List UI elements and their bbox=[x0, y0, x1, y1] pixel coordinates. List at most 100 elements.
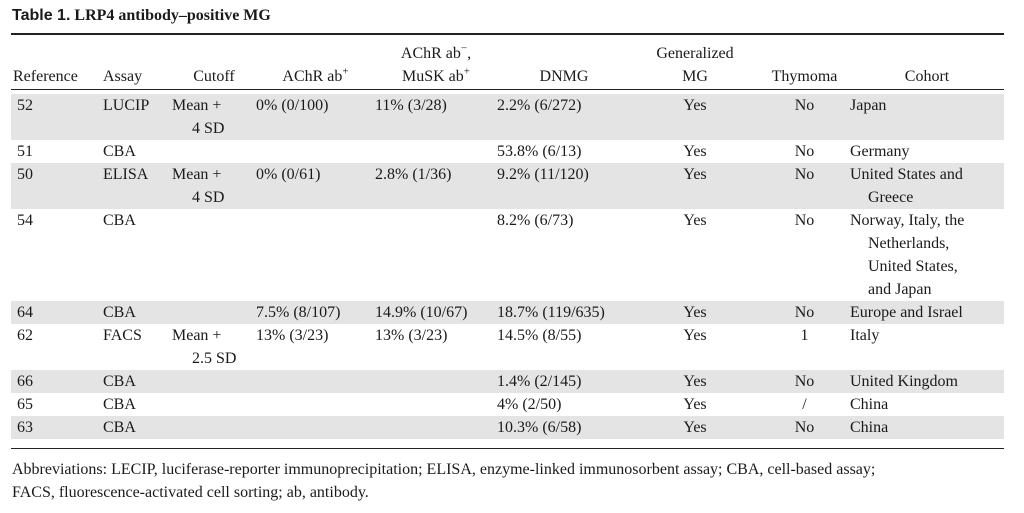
cell-achr-neg-musk-pos: 14.9% (10/67) bbox=[375, 301, 497, 324]
cell-thymoma: No bbox=[794, 143, 815, 160]
cell-dnmg: 53.8% (6/13) bbox=[497, 143, 582, 160]
cell-cohort-line: Italy bbox=[850, 327, 880, 344]
cell-achr-neg-musk-pos bbox=[375, 370, 497, 393]
cell-thymoma: No bbox=[759, 94, 850, 140]
table-row: 54 CBA 8.2% (6/73) Yes No Norway, Italy, the N… bbox=[11, 209, 1004, 301]
table-row: 66 CBA 1.4% (2/145) Yes No United Kingdom bbox=[11, 370, 1004, 393]
cell-cohort: China bbox=[850, 393, 1004, 416]
cell-cohort: Japan bbox=[850, 94, 1004, 140]
header-row: Reference Assay Cutoff AChR ab+ AChR ab−… bbox=[11, 36, 1004, 94]
footnote: Abbreviations: LECIP, luciferase-reporte… bbox=[12, 458, 1012, 504]
cell-assay: CBA bbox=[103, 212, 136, 229]
cell-generalized-mg: Yes bbox=[683, 212, 707, 229]
cell-dnmg: 18.7% (119/635) bbox=[497, 301, 631, 324]
table-row: 63 CBA 10.3% (6/58) Yes No China bbox=[11, 416, 1004, 439]
header-achr-ab-positive: AChR ab+ bbox=[282, 65, 349, 85]
cell-generalized-mg: Yes bbox=[683, 327, 707, 344]
cell-cohort: United Kingdom bbox=[850, 370, 1004, 393]
cell-cohort-line: Germany bbox=[850, 143, 910, 160]
header-cutoff: Cutoff bbox=[193, 68, 235, 85]
cell-reference: 54 bbox=[17, 212, 33, 229]
cell-generalized-mg: Yes bbox=[683, 396, 707, 413]
cell-cutoff bbox=[172, 393, 256, 416]
cell-reference: 52 bbox=[11, 94, 103, 140]
cell-cutoff-line: 4 SD bbox=[192, 120, 225, 137]
table-row: 50 ELISA Mean + 4 SD 0% (0/61) 2.8% (1/36) 9.2… bbox=[11, 163, 1004, 209]
cell-cohort-line: Norway, Italy, the bbox=[850, 212, 965, 229]
cell-dnmg: 10.3% (6/58) bbox=[497, 416, 631, 439]
cell-reference: 50 bbox=[11, 163, 103, 209]
cell-achr-neg-musk-pos bbox=[375, 416, 497, 439]
cell-cutoff-line: Mean + bbox=[172, 327, 222, 344]
cell-cohort-line: Netherlands, bbox=[868, 235, 950, 252]
cell-cutoff bbox=[172, 140, 256, 163]
cell-cohort: United States and Greece bbox=[850, 163, 1004, 209]
cell-reference: 64 bbox=[11, 301, 103, 324]
table-row: 62 FACS Mean + 2.5 SD 13% (3/23) 13% (3/23) 14… bbox=[11, 324, 1004, 370]
cell-dnmg: 2.2% (6/272) bbox=[497, 94, 631, 140]
top-rule bbox=[11, 33, 1004, 35]
cell-assay: CBA bbox=[103, 370, 172, 393]
cell-dnmg: 14.5% (8/55) bbox=[497, 327, 582, 344]
data-table: Reference Assay Cutoff AChR ab+ AChR ab−… bbox=[11, 36, 1004, 439]
cell-reference: 51 bbox=[17, 143, 33, 160]
header-rule bbox=[11, 89, 1004, 90]
cell-cohort-line: United States, bbox=[868, 258, 958, 275]
cell-assay: CBA bbox=[103, 301, 172, 324]
cell-generalized-mg: Yes bbox=[631, 301, 759, 324]
cell-cutoff bbox=[172, 209, 256, 301]
cell-generalized-mg: Yes bbox=[631, 163, 759, 209]
cell-cohort-line: Greece bbox=[868, 189, 914, 206]
header-reference: Reference bbox=[13, 68, 78, 85]
cell-cutoff-line: Mean + bbox=[172, 97, 222, 114]
cell-thymoma: / bbox=[802, 396, 807, 413]
cell-achr-neg-musk-pos: 13% (3/23) bbox=[375, 327, 448, 344]
cell-achr-neg-musk-pos bbox=[375, 140, 497, 163]
cell-cutoff: Mean + 4 SD bbox=[172, 163, 256, 209]
cell-cohort: Europe and Israel bbox=[850, 301, 1004, 324]
cell-assay: CBA bbox=[103, 143, 136, 160]
cell-achr-ab-positive bbox=[256, 140, 375, 163]
table-body: 52 LUCIP Mean +4 SD 0% (0/100) 11% (3/28) 2.2… bbox=[11, 94, 1004, 439]
table-caption: LRP4 antibody–positive MG bbox=[74, 7, 271, 24]
cell-cohort-line: United Kingdom bbox=[850, 373, 958, 390]
header-thymoma: Thymoma bbox=[771, 68, 838, 85]
cell-dnmg: 4% (2/50) bbox=[497, 396, 562, 413]
cell-cutoff-line: Mean + bbox=[172, 166, 222, 183]
table-row: 64 CBA 7.5% (8/107) 14.9% (10/67) 18.7% (119… bbox=[11, 301, 1004, 324]
cell-reference: 66 bbox=[11, 370, 103, 393]
cell-achr-neg-musk-pos bbox=[375, 209, 497, 301]
cell-generalized-mg: Yes bbox=[683, 143, 707, 160]
cell-thymoma: No bbox=[759, 301, 850, 324]
cell-cohort-line: China bbox=[850, 396, 889, 413]
cell-achr-ab-positive bbox=[256, 370, 375, 393]
cell-thymoma: 1 bbox=[800, 327, 809, 344]
table-title: Table 1. LRP4 antibody–positive MG bbox=[12, 4, 271, 28]
cell-generalized-mg: Yes bbox=[631, 416, 759, 439]
cell-cohort-line: China bbox=[850, 419, 889, 436]
cell-achr-ab-positive bbox=[256, 393, 375, 416]
cell-cutoff bbox=[172, 370, 256, 393]
cell-reference: 63 bbox=[11, 416, 103, 439]
cell-thymoma: No bbox=[794, 212, 815, 229]
table-row: 52 LUCIP Mean + 4 SD 0% (0/100) 11% (3/28) 2.2… bbox=[11, 94, 1004, 140]
cell-achr-neg-musk-pos: 2.8% (1/36) bbox=[375, 163, 497, 209]
cell-cutoff: Mean + 4 SD bbox=[172, 94, 256, 140]
cell-cohort: Norway, Italy, the Netherlands, United Sta… bbox=[850, 209, 1004, 301]
cell-cohort: China bbox=[850, 416, 1004, 439]
cell-cohort-line: and Japan bbox=[868, 281, 932, 298]
cell-cohort-line: Europe and Israel bbox=[850, 304, 963, 321]
table-row: 65 CBA 4% (2/50) Yes / China bbox=[11, 393, 1004, 416]
cell-achr-ab-positive bbox=[256, 209, 375, 301]
header-achr-neg-musk-pos: AChR ab−, MuSK ab+ bbox=[400, 42, 472, 85]
header-dnmg: DNMG bbox=[539, 68, 589, 85]
cell-dnmg: 1.4% (2/145) bbox=[497, 370, 631, 393]
cell-cohort: Italy bbox=[850, 324, 1004, 370]
cell-achr-ab-positive: 0% (0/61) bbox=[256, 163, 375, 209]
cell-reference: 65 bbox=[17, 396, 33, 413]
cell-assay: CBA bbox=[103, 416, 172, 439]
cell-achr-neg-musk-pos: 11% (3/28) bbox=[375, 94, 497, 140]
cell-achr-ab-positive: 13% (3/23) bbox=[256, 327, 329, 344]
cell-assay: LUCIP bbox=[103, 94, 172, 140]
header-cohort: Cohort bbox=[904, 68, 950, 85]
